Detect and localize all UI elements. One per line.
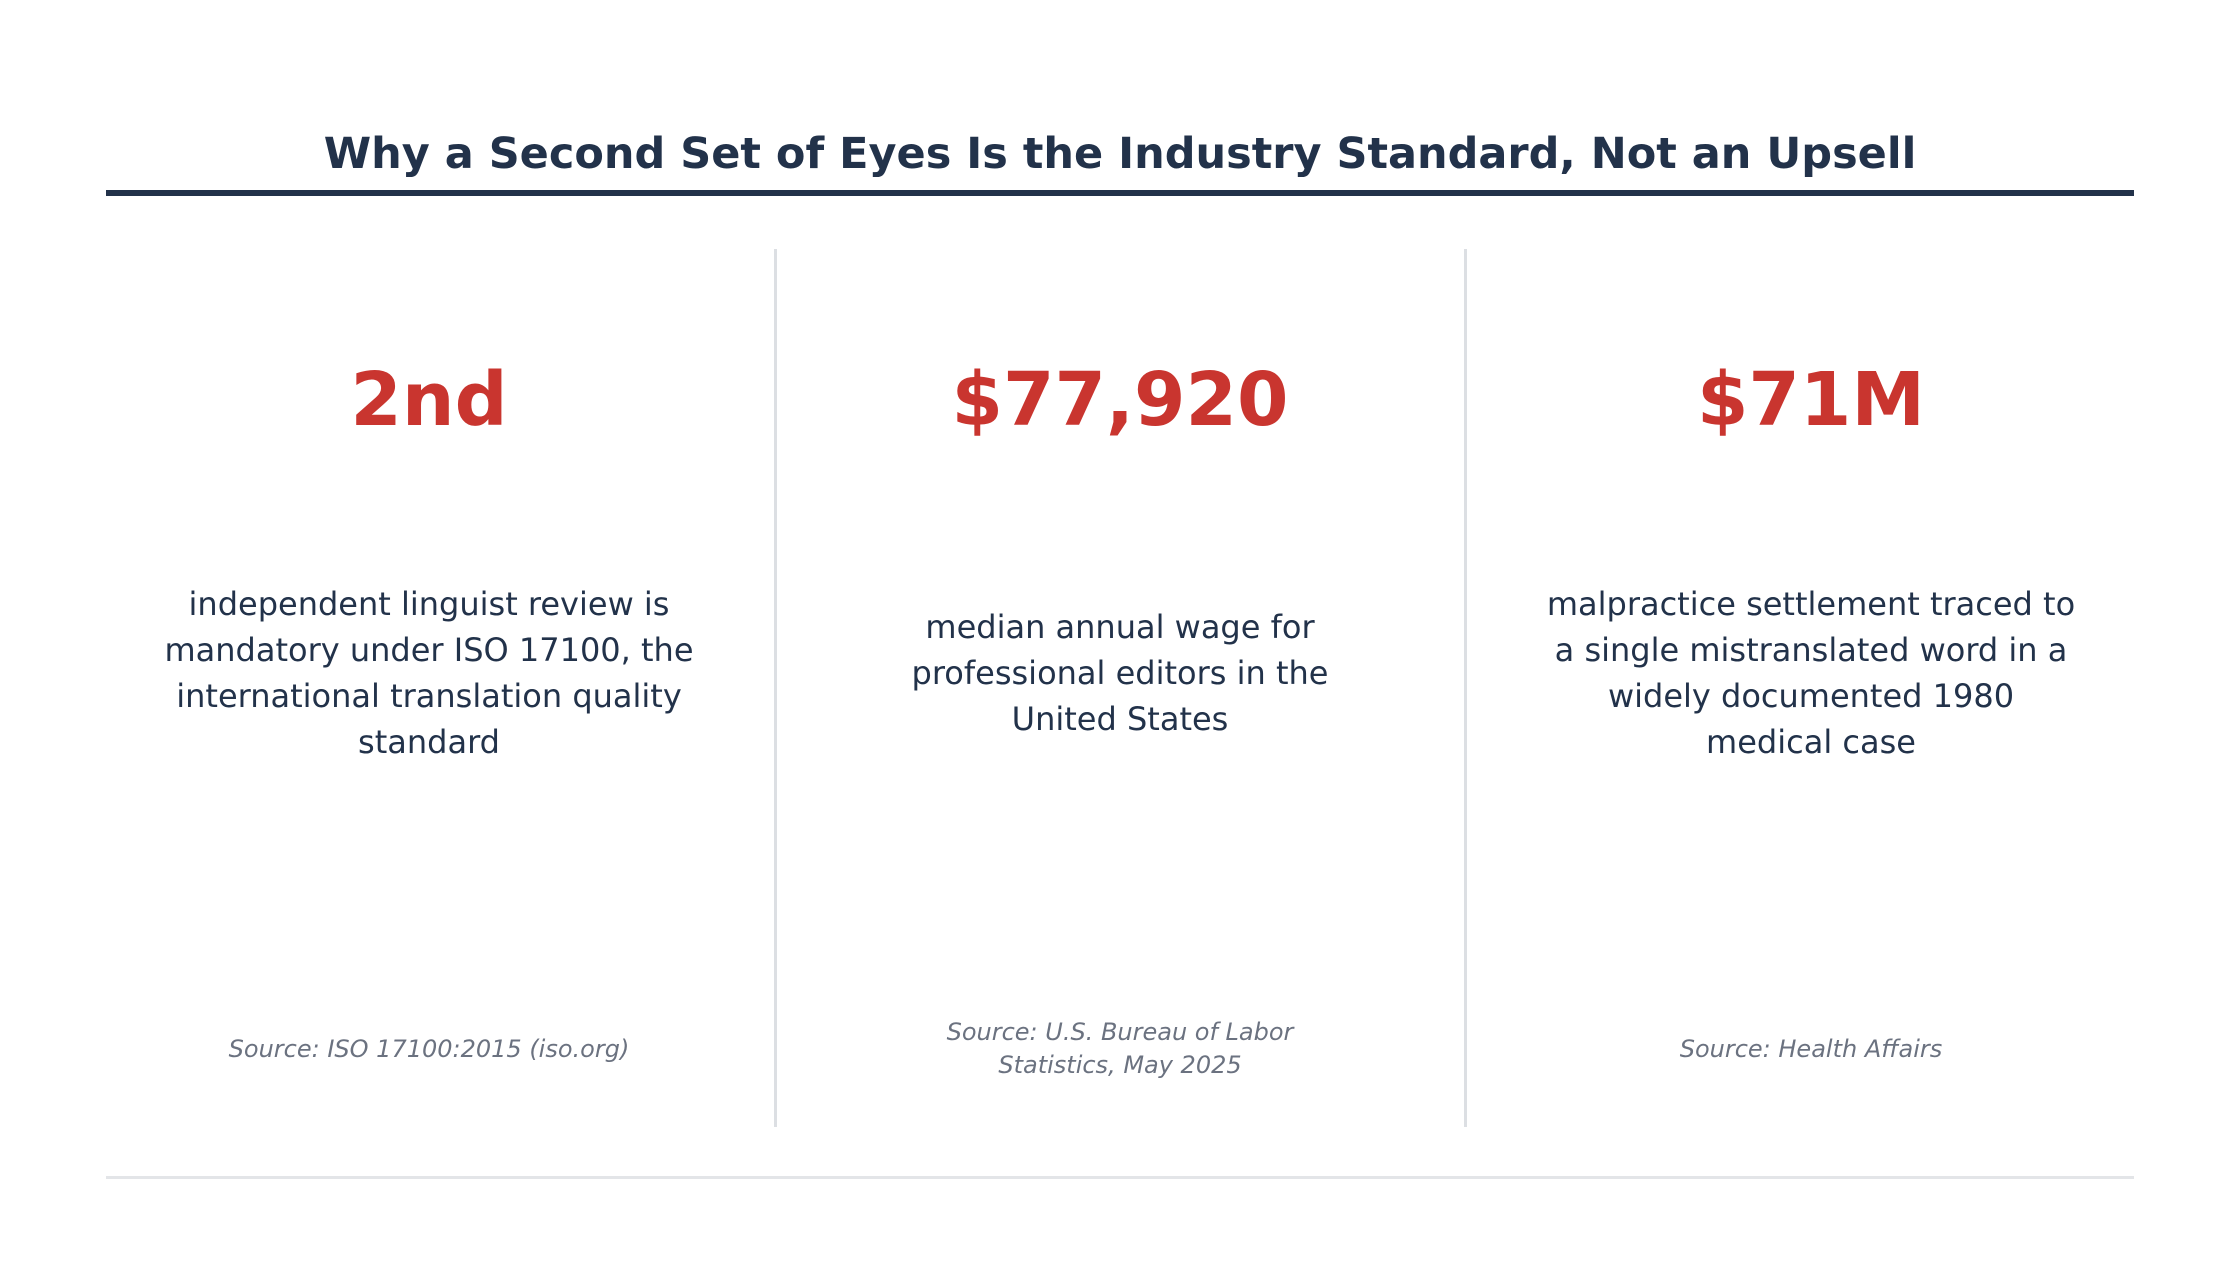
stat-source-text: Source: ISO 17100:2015 (iso.org) <box>228 1034 630 1063</box>
stat-value: $77,920 <box>951 357 1289 443</box>
stat-description-text: independent linguist review is mandatory… <box>164 585 694 761</box>
title-underline <box>106 190 2134 196</box>
stat-source: Source: Health Affairs <box>1528 1011 2094 1087</box>
stat-description-text: malpractice settlement traced to a singl… <box>1546 585 2076 761</box>
column-divider <box>774 249 777 1127</box>
stat-description: median annual wage for professional edit… <box>828 557 1412 789</box>
stat-value: 2nd <box>350 357 508 443</box>
page-title: Why a Second Set of Eyes Is the Industry… <box>323 129 1917 179</box>
stat-source: Source: ISO 17100:2015 (iso.org) <box>146 1011 712 1087</box>
column-divider <box>1464 249 1467 1127</box>
footer-rule <box>106 1176 2134 1179</box>
stat-description: independent linguist review is mandatory… <box>136 557 722 789</box>
stat-value: $71M <box>1696 357 1926 443</box>
stat-source-text: Source: U.S. Bureau of Labor Statistics,… <box>946 1018 1294 1079</box>
stat-description-text: median annual wage for professional edit… <box>911 608 1329 738</box>
stat-card-settlement: $71M malpractice settlement traced to a … <box>1488 249 2134 1127</box>
stat-source: Source: U.S. Bureau of Labor Statistics,… <box>838 1011 1402 1087</box>
stat-description: malpractice settlement traced to a singl… <box>1518 557 2104 789</box>
stat-source-text: Source: Health Affairs <box>1679 1034 1943 1063</box>
stat-card-iso: 2nd independent linguist review is manda… <box>106 249 752 1127</box>
stat-card-wage: $77,920 median annual wage for professio… <box>798 249 1442 1127</box>
